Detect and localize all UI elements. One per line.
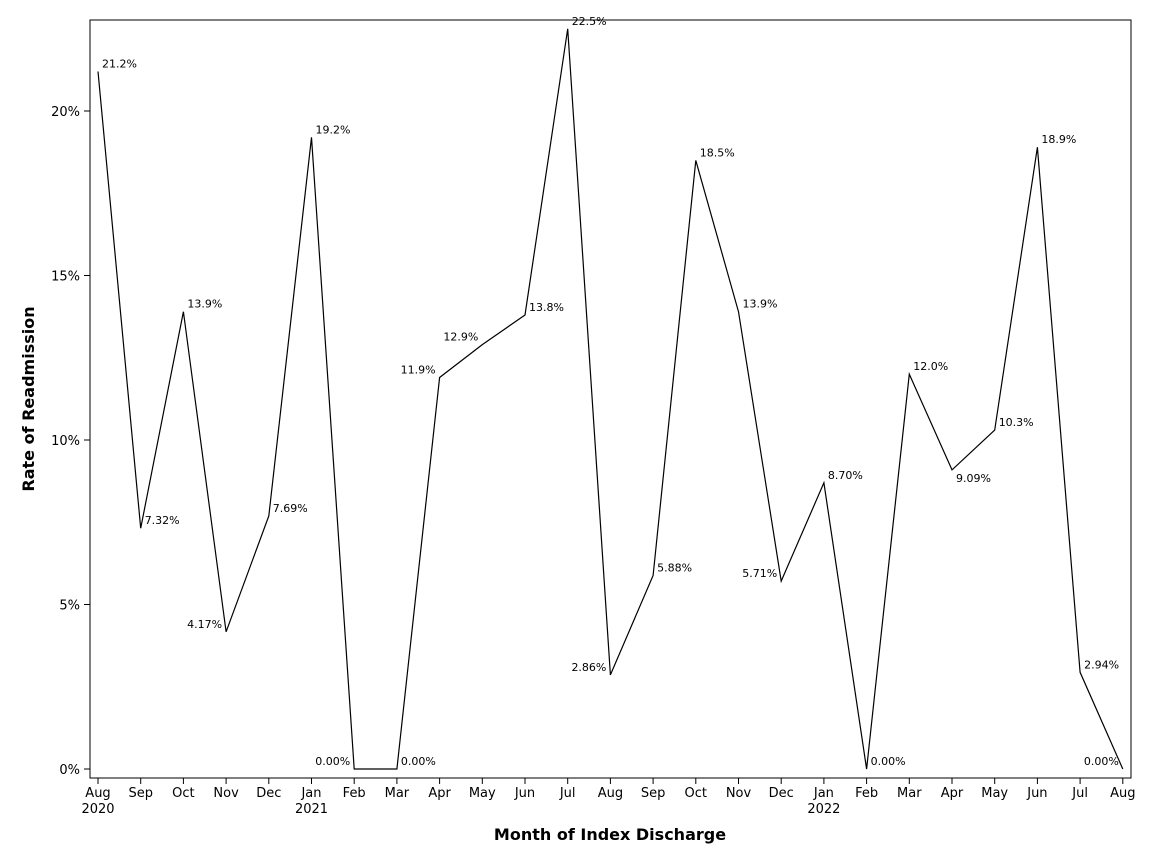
data-label: 9.09% xyxy=(956,472,991,485)
data-label: 19.2% xyxy=(316,123,351,136)
data-label: 10.3% xyxy=(999,416,1034,429)
data-label: 0.00% xyxy=(315,755,350,768)
x-tick-label: May xyxy=(469,786,496,801)
x-tick-label: Jun xyxy=(1026,786,1047,801)
y-tick-label: 10% xyxy=(51,434,80,449)
data-label: 0.00% xyxy=(1084,755,1119,768)
x-tick-label: Oct xyxy=(172,786,194,801)
data-label: 22.5% xyxy=(572,15,607,28)
x-tick-label: Nov xyxy=(726,786,752,801)
data-label: 13.9% xyxy=(743,298,778,311)
data-label: 13.8% xyxy=(529,301,564,314)
data-label: 11.9% xyxy=(401,363,436,376)
data-label: 8.70% xyxy=(828,469,863,482)
x-tick-label: Oct xyxy=(685,786,707,801)
data-label: 4.17% xyxy=(187,618,222,631)
data-label: 5.71% xyxy=(742,567,777,580)
x-tick-label: Jul xyxy=(559,786,576,801)
data-label: 18.9% xyxy=(1041,133,1076,146)
x-axis-title: Month of Index Discharge xyxy=(494,825,726,844)
x-tick-label: Aug xyxy=(598,786,623,801)
x-year-label: 2021 xyxy=(295,802,328,817)
x-year-label: 2022 xyxy=(807,802,840,817)
y-tick-label: 15% xyxy=(51,270,80,285)
data-label: 2.86% xyxy=(571,661,606,674)
data-label: 7.32% xyxy=(145,514,180,527)
x-tick-label: Feb xyxy=(855,786,878,801)
x-tick-label: Sep xyxy=(128,786,153,801)
data-label: 21.2% xyxy=(102,58,137,71)
x-tick-label: May xyxy=(981,786,1008,801)
x-tick-label: Jul xyxy=(1071,786,1088,801)
x-tick-label: Mar xyxy=(897,786,922,801)
data-label: 12.9% xyxy=(443,331,478,344)
x-tick-label: Dec xyxy=(256,786,281,801)
x-year-label: 2020 xyxy=(81,802,114,817)
data-label: 0.00% xyxy=(871,755,906,768)
data-label: 0.00% xyxy=(401,755,436,768)
data-label: 5.88% xyxy=(657,562,692,575)
x-tick-label: Jan xyxy=(300,786,321,801)
data-label: 13.9% xyxy=(187,298,222,311)
x-tick-label: Mar xyxy=(385,786,410,801)
x-tick-label: Aug xyxy=(1110,786,1135,801)
data-label: 2.94% xyxy=(1084,658,1119,671)
plot-frame xyxy=(89,19,1132,779)
x-tick-label: Apr xyxy=(941,786,964,801)
x-tick-label: Nov xyxy=(213,786,239,801)
y-tick-label: 20% xyxy=(51,105,80,120)
x-tick-label: Jan xyxy=(813,786,834,801)
x-tick-label: Feb xyxy=(343,786,366,801)
y-axis-title: Rate of Readmission xyxy=(19,306,38,491)
x-tick-label: Apr xyxy=(428,786,451,801)
x-tick-label: Dec xyxy=(769,786,794,801)
data-label: 7.69% xyxy=(273,502,308,515)
y-tick-label: 0% xyxy=(59,763,80,778)
data-label: 12.0% xyxy=(913,360,948,373)
series-line xyxy=(97,28,1124,770)
x-tick-label: Aug xyxy=(85,786,110,801)
x-tick-label: Jun xyxy=(514,786,535,801)
y-axis: 0% 5% 10% 15% 20% xyxy=(51,105,90,778)
data-labels: 21.2% 7.32% 13.9% 4.17% 7.69% 19.2% 0.00% 0.00%… xyxy=(102,15,1119,768)
x-tick-label: Sep xyxy=(641,786,666,801)
data-label: 18.5% xyxy=(700,146,735,159)
y-tick-label: 5% xyxy=(59,599,80,614)
